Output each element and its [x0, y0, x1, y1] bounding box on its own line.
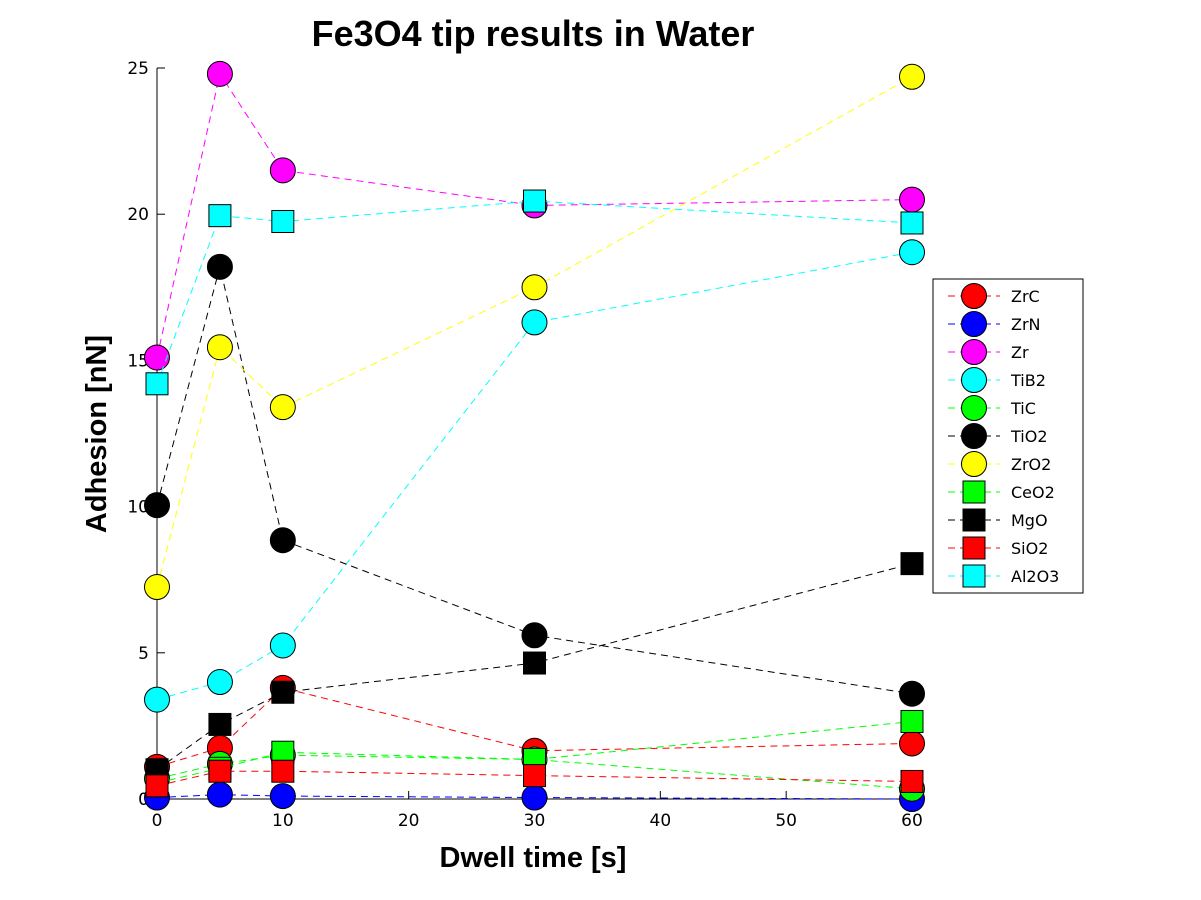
chart-title: Fe3O4 tip results in Water — [312, 13, 755, 54]
y-tick-label: 25 — [127, 59, 149, 79]
legend-label-tib2: TiB2 — [1010, 371, 1046, 390]
legend-label-zrn: ZrN — [1011, 315, 1041, 334]
point-tib2 — [899, 239, 925, 266]
x-tick-label: 30 — [524, 811, 546, 831]
legend-marker-zr — [961, 339, 987, 365]
legend: ZrC ZrN Zr TiB2 TiC TiO2 ZrO2 CeO2 MgO SiO2 Al2O3 — [932, 278, 1084, 594]
point-tio2 — [144, 492, 170, 519]
point-al2o3 — [208, 204, 232, 228]
y-tick-label: 5 — [138, 644, 149, 664]
legend-marker-sio2 — [962, 536, 986, 560]
legend-label-zrc: ZrC — [1011, 287, 1040, 306]
series-line-sio2 — [156, 770, 913, 787]
point-tio2 — [521, 622, 548, 649]
point-zrc — [899, 730, 925, 757]
legend-marker-al2o3 — [962, 564, 986, 588]
legend-marker-mgo — [962, 508, 986, 532]
legend-marker-zrc — [961, 283, 987, 309]
y-axis-label: Adhesion [nN] — [81, 335, 113, 533]
point-mgo — [271, 680, 295, 704]
point-zro2 — [521, 274, 548, 301]
point-al2o3 — [523, 189, 546, 213]
point-sio2 — [523, 764, 546, 788]
x-tick-label: 0 — [152, 811, 163, 831]
point-zr — [206, 60, 233, 87]
legend-label-sio2: SiO2 — [1011, 539, 1048, 558]
legend-label-tio2: TiO2 — [1010, 427, 1048, 446]
point-mgo — [208, 712, 232, 736]
x-axis-label: Dwell time [s] — [440, 842, 627, 874]
point-sio2 — [900, 769, 924, 793]
series-line-ceo2 — [156, 721, 913, 784]
point-zrn — [269, 783, 296, 810]
series-line-zro2 — [156, 76, 913, 588]
point-sio2 — [208, 759, 232, 783]
legend-marker-zro2 — [961, 451, 987, 477]
x-tick-label: 60 — [901, 811, 923, 831]
x-tick-label: 10 — [272, 811, 294, 831]
point-al2o3 — [900, 211, 924, 235]
point-zro2 — [206, 334, 233, 361]
point-tib2 — [521, 309, 548, 336]
series-line-zr — [156, 72, 913, 358]
point-tio2 — [899, 680, 925, 707]
legend-box — [932, 278, 1084, 594]
series-line-tic — [156, 754, 913, 790]
legend-marker-tio2 — [961, 423, 987, 449]
point-sio2 — [145, 774, 169, 798]
point-tib2 — [269, 632, 296, 659]
point-mgo — [900, 552, 924, 576]
point-zro2 — [144, 574, 170, 601]
x-tick-label: 40 — [650, 811, 672, 831]
point-tib2 — [144, 686, 170, 713]
plot-area: 0 10 20 30 40 50 60 0 5 10 15 20 25 — [127, 59, 925, 831]
legend-marker-tib2 — [961, 367, 987, 393]
point-zrn — [521, 784, 548, 811]
y-tick-label: 20 — [127, 205, 149, 225]
point-zr — [144, 344, 170, 371]
x-tick-label: 20 — [398, 811, 420, 831]
legend-label-ceo2: CeO2 — [1011, 483, 1055, 502]
x-tick-label: 50 — [775, 811, 797, 831]
legend-label-al2o3: Al2O3 — [1011, 567, 1059, 586]
y-tick-label: 15 — [127, 351, 149, 371]
point-mgo — [523, 651, 546, 675]
point-zro2 — [899, 63, 925, 90]
legend-label-zro2: ZrO2 — [1011, 455, 1051, 474]
legend-marker-tic — [961, 395, 987, 421]
point-al2o3 — [145, 372, 169, 396]
legend-marker-zrn — [961, 311, 987, 337]
legend-label-zr: Zr — [1011, 343, 1029, 362]
point-zr — [269, 157, 296, 184]
point-zr — [899, 186, 925, 213]
point-sio2 — [271, 759, 295, 783]
point-tio2 — [206, 253, 233, 280]
y-tick-label: 10 — [127, 498, 149, 518]
y-tick-label: 0 — [138, 790, 149, 810]
point-ceo2 — [900, 710, 924, 734]
point-zrn — [206, 781, 233, 808]
legend-marker-ceo2 — [962, 480, 986, 504]
legend-label-tic: TiC — [1010, 399, 1036, 418]
point-tio2 — [269, 527, 296, 554]
point-zro2 — [269, 394, 296, 421]
point-tib2 — [206, 669, 233, 696]
point-al2o3 — [271, 210, 295, 234]
legend-label-mgo: MgO — [1011, 511, 1048, 530]
